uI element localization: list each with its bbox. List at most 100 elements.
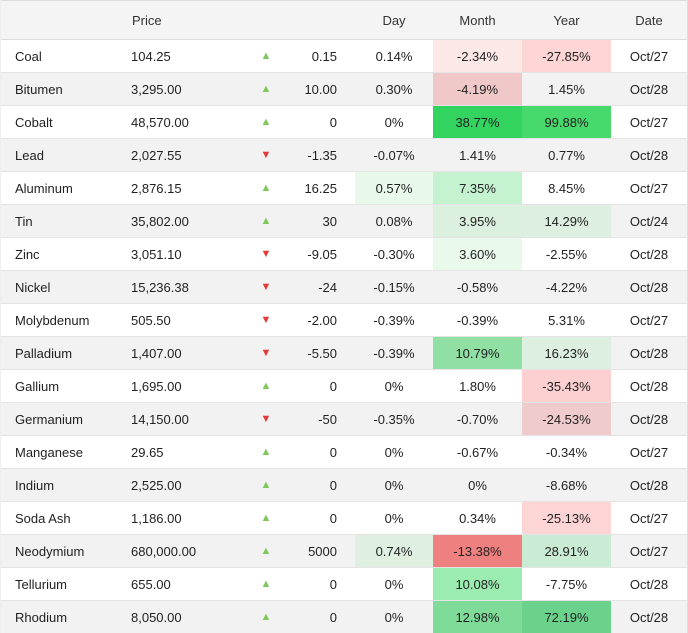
table-row[interactable]: Zinc 3,051.10 ▼ -9.05 -0.30% 3.60% -2.55% Oct/2… [1, 237, 687, 271]
month-change: -4.19% [433, 72, 522, 106]
table-row[interactable]: Soda Ash 1,186.00 ▲ 0 0% 0.34% -25.13% Oct/27 [1, 501, 687, 535]
table-row[interactable]: Indium 2,525.00 ▲ 0 0% 0% -8.68% Oct/28 [1, 468, 687, 502]
change-value: 0 [291, 435, 355, 469]
year-change: 99.88% [522, 105, 611, 139]
header-year[interactable]: Year [522, 0, 611, 40]
commodity-name[interactable]: Aluminum [1, 171, 131, 205]
commodity-name[interactable]: Tin [1, 204, 131, 238]
table-row[interactable]: Lead 2,027.55 ▼ -1.35 -0.07% 1.41% 0.77% Oct/28 [1, 138, 687, 172]
header-date[interactable]: Date [611, 0, 687, 40]
commodity-name[interactable]: Soda Ash [1, 501, 131, 535]
header-price[interactable]: Price [131, 0, 241, 40]
date-value: Oct/28 [611, 369, 687, 403]
year-change: 8.45% [522, 171, 611, 205]
year-change: -8.68% [522, 468, 611, 502]
date-value: Oct/28 [611, 72, 687, 106]
price-value: 2,876.15 [131, 171, 241, 205]
day-change: 0% [355, 369, 433, 403]
table-row[interactable]: Tellurium 655.00 ▲ 0 0% 10.08% -7.75% Oct/28 [1, 567, 687, 601]
year-change: -25.13% [522, 501, 611, 535]
date-value: Oct/27 [611, 105, 687, 139]
table-row[interactable]: Aluminum 2,876.15 ▲ 16.25 0.57% 7.35% 8.45% Oct… [1, 171, 687, 205]
year-change: 28.91% [522, 534, 611, 568]
price-value: 1,186.00 [131, 501, 241, 535]
change-value: -1.35 [291, 138, 355, 172]
table-row[interactable]: Germanium 14,150.00 ▼ -50 -0.35% -0.70% -24.53… [1, 402, 687, 436]
price-value: 48,570.00 [131, 105, 241, 139]
header-row: Price Day Month Year Date [1, 0, 687, 40]
price-value: 2,027.55 [131, 138, 241, 172]
date-value: Oct/28 [611, 600, 687, 633]
year-change: -24.53% [522, 402, 611, 436]
table-row[interactable]: Cobalt 48,570.00 ▲ 0 0% 38.77% 99.88% Oct/27 [1, 105, 687, 139]
month-change: 12.98% [433, 600, 522, 633]
arrow-up-icon: ▲ [241, 171, 291, 205]
change-value: -9.05 [291, 237, 355, 271]
year-change: -0.34% [522, 435, 611, 469]
arrow-down-icon: ▼ [241, 336, 291, 370]
year-change: 14.29% [522, 204, 611, 238]
month-change: 3.60% [433, 237, 522, 271]
commodity-name[interactable]: Zinc [1, 237, 131, 271]
month-change: -0.39% [433, 303, 522, 337]
month-change: -0.70% [433, 402, 522, 436]
change-value: 5000 [291, 534, 355, 568]
price-value: 3,051.10 [131, 237, 241, 271]
date-value: Oct/27 [611, 534, 687, 568]
commodity-name[interactable]: Molybdenum [1, 303, 131, 337]
date-value: Oct/27 [611, 501, 687, 535]
commodity-name[interactable]: Manganese [1, 435, 131, 469]
table-row[interactable]: Manganese 29.65 ▲ 0 0% -0.67% -0.34% Oct/27 [1, 435, 687, 469]
month-change: 0.34% [433, 501, 522, 535]
price-value: 680,000.00 [131, 534, 241, 568]
commodity-name[interactable]: Bitumen [1, 72, 131, 106]
table-row[interactable]: Rhodium 8,050.00 ▲ 0 0% 12.98% 72.19% Oct/28 [1, 600, 687, 633]
date-value: Oct/28 [611, 237, 687, 271]
change-value: 0.15 [291, 39, 355, 73]
table-row[interactable]: Neodymium 680,000.00 ▲ 5000 0.74% -13.38% 28.9… [1, 534, 687, 568]
commodity-name[interactable]: Palladium [1, 336, 131, 370]
arrow-down-icon: ▼ [241, 402, 291, 436]
header-day[interactable]: Day [355, 0, 433, 40]
day-change: 0% [355, 435, 433, 469]
commodity-name[interactable]: Gallium [1, 369, 131, 403]
table-row[interactable]: Palladium 1,407.00 ▼ -5.50 -0.39% 10.79% 16.23… [1, 336, 687, 370]
table-row[interactable]: Molybdenum 505.50 ▼ -2.00 -0.39% -0.39% 5.31% O… [1, 303, 687, 337]
price-value: 29.65 [131, 435, 241, 469]
arrow-up-icon: ▲ [241, 468, 291, 502]
table-row[interactable]: Bitumen 3,295.00 ▲ 10.00 0.30% -4.19% 1.45% Oct… [1, 72, 687, 106]
month-change: 0% [433, 468, 522, 502]
table-row[interactable]: Coal 104.25 ▲ 0.15 0.14% -2.34% -27.85% Oct/27 [1, 39, 687, 73]
commodity-name[interactable]: Nickel [1, 270, 131, 304]
change-value: -50 [291, 402, 355, 436]
month-change: -0.67% [433, 435, 522, 469]
date-value: Oct/28 [611, 336, 687, 370]
month-change: -13.38% [433, 534, 522, 568]
table-row[interactable]: Tin 35,802.00 ▲ 30 0.08% 3.95% 14.29% Oct/24 [1, 204, 687, 238]
commodity-name[interactable]: Tellurium [1, 567, 131, 601]
table-row[interactable]: Nickel 15,236.38 ▼ -24 -0.15% -0.58% -4.22% Oct… [1, 270, 687, 304]
commodity-name[interactable]: Coal [1, 39, 131, 73]
month-change: -2.34% [433, 39, 522, 73]
commodity-name[interactable]: Neodymium [1, 534, 131, 568]
commodity-name[interactable]: Rhodium [1, 600, 131, 633]
month-change: 38.77% [433, 105, 522, 139]
commodity-name[interactable]: Germanium [1, 402, 131, 436]
commodity-name[interactable]: Indium [1, 468, 131, 502]
date-value: Oct/24 [611, 204, 687, 238]
date-value: Oct/27 [611, 171, 687, 205]
arrow-up-icon: ▲ [241, 600, 291, 633]
date-value: Oct/28 [611, 138, 687, 172]
arrow-down-icon: ▼ [241, 270, 291, 304]
commodity-name[interactable]: Cobalt [1, 105, 131, 139]
header-month[interactable]: Month [433, 0, 522, 40]
change-value: 0 [291, 600, 355, 633]
price-value: 3,295.00 [131, 72, 241, 106]
table-row[interactable]: Gallium 1,695.00 ▲ 0 0% 1.80% -35.43% Oct/28 [1, 369, 687, 403]
date-value: Oct/28 [611, 468, 687, 502]
price-value: 104.25 [131, 39, 241, 73]
commodity-name[interactable]: Lead [1, 138, 131, 172]
arrow-down-icon: ▼ [241, 237, 291, 271]
